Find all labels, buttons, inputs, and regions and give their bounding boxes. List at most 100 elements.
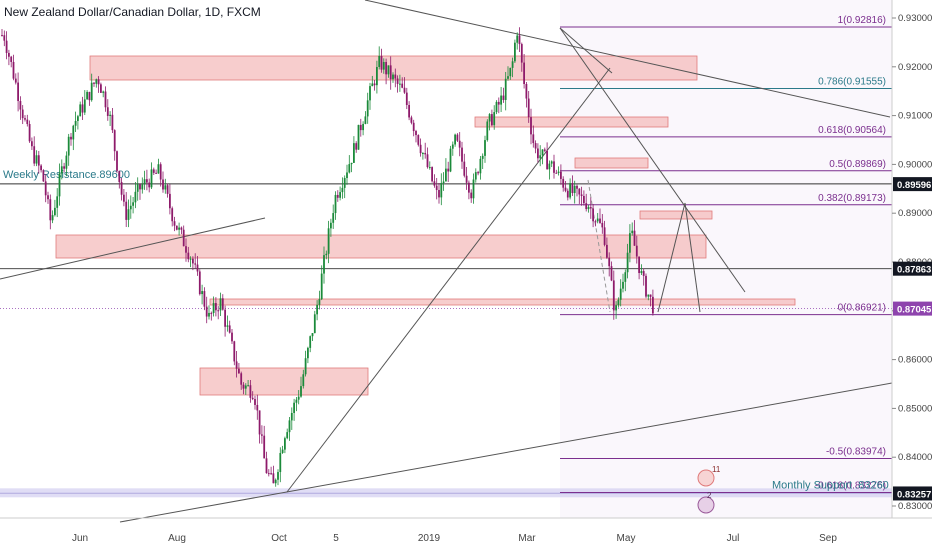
price-tick-label: 0.85000 bbox=[898, 403, 932, 414]
fib-level-label: 0(0.86921) bbox=[838, 303, 886, 314]
candle-body bbox=[569, 183, 571, 198]
candle-body bbox=[470, 192, 473, 199]
fib-region-shade bbox=[560, 0, 892, 518]
candle-body bbox=[493, 112, 496, 126]
candle-body bbox=[17, 82, 19, 102]
candle-body bbox=[240, 373, 243, 385]
candle-body bbox=[523, 62, 525, 84]
candle-body bbox=[109, 114, 111, 116]
candle-body bbox=[102, 91, 105, 93]
candle-body bbox=[258, 410, 261, 435]
candle-body bbox=[631, 230, 634, 234]
event-marker[interactable] bbox=[697, 496, 715, 514]
candle-body bbox=[525, 83, 528, 99]
candle-body bbox=[514, 42, 516, 62]
supply-demand-zone bbox=[474, 116, 669, 128]
candle-body bbox=[399, 83, 401, 85]
fib-level-label: 1(0.92816) bbox=[838, 15, 886, 26]
candle-body bbox=[438, 190, 440, 198]
fib-level-label: -0.5(0.83974) bbox=[826, 446, 886, 457]
candle-body bbox=[509, 67, 512, 77]
candle-body bbox=[364, 116, 367, 124]
candle-body bbox=[88, 91, 91, 101]
candle-body bbox=[378, 55, 381, 67]
candle-body bbox=[433, 181, 436, 186]
candle-body bbox=[224, 309, 226, 327]
candle-body bbox=[596, 218, 599, 222]
candle-body bbox=[49, 199, 52, 221]
candle-body bbox=[488, 114, 491, 122]
candle-body bbox=[481, 155, 484, 159]
time-tick-label: Jun bbox=[72, 533, 88, 544]
candle-body bbox=[350, 162, 353, 165]
candle-body bbox=[456, 134, 459, 141]
candle-body bbox=[555, 172, 558, 174]
candle-body bbox=[290, 412, 293, 421]
candle-body bbox=[532, 134, 535, 144]
fib-level-label: 0.5(0.89869) bbox=[829, 159, 886, 170]
trend-line bbox=[559, 27, 613, 74]
candle-body bbox=[212, 303, 215, 313]
candle-body bbox=[410, 117, 413, 123]
candle-body bbox=[401, 83, 404, 88]
candle-body bbox=[300, 386, 302, 397]
candle-body bbox=[336, 194, 339, 198]
candle-body bbox=[279, 452, 282, 473]
candle-body bbox=[415, 131, 417, 136]
price-tick-label: 0.89000 bbox=[898, 208, 932, 219]
candle-body bbox=[318, 299, 321, 305]
candle-body bbox=[355, 143, 358, 150]
candle-body bbox=[543, 149, 546, 151]
candle-body bbox=[93, 82, 95, 84]
candle-body bbox=[320, 273, 323, 300]
candle-body bbox=[182, 229, 185, 247]
candle-body bbox=[72, 125, 75, 140]
candle-body bbox=[537, 148, 539, 159]
candle-body bbox=[86, 91, 88, 100]
time-tick-label: May bbox=[617, 533, 636, 544]
candle-body bbox=[601, 222, 604, 228]
candle-body bbox=[238, 368, 240, 374]
candle-body bbox=[19, 101, 22, 110]
candle-body bbox=[265, 458, 268, 474]
price-tag-label: 0.87045 bbox=[897, 305, 932, 316]
candle-body bbox=[564, 187, 567, 191]
candle-body bbox=[624, 272, 627, 282]
candle-body bbox=[196, 264, 199, 272]
candle-body bbox=[284, 438, 286, 450]
candle-body bbox=[606, 244, 608, 258]
candle-body bbox=[642, 271, 645, 276]
candle-body bbox=[385, 61, 387, 75]
candle-body bbox=[428, 167, 431, 169]
candle-body bbox=[417, 135, 420, 145]
candle-body bbox=[424, 153, 427, 155]
candle-body bbox=[293, 402, 295, 413]
candle-body bbox=[311, 333, 314, 337]
trend-line bbox=[559, 27, 746, 293]
candle-body bbox=[47, 195, 49, 200]
candle-body bbox=[171, 208, 174, 222]
candle-body bbox=[346, 172, 348, 179]
candle-body bbox=[307, 347, 309, 359]
candle-body bbox=[302, 374, 305, 387]
candle-body bbox=[635, 245, 638, 257]
candle-body bbox=[21, 109, 24, 119]
fib-level-label: 0.618(0.90564) bbox=[818, 125, 886, 136]
event-marker[interactable] bbox=[697, 469, 715, 487]
candle-body bbox=[629, 233, 631, 253]
price-tag-label: 0.83257 bbox=[897, 489, 931, 500]
candle-body bbox=[164, 185, 167, 190]
candle-body bbox=[116, 151, 118, 171]
candle-body bbox=[362, 123, 364, 131]
candle-body bbox=[445, 168, 447, 182]
fib-level-label: 0.786(0.91555) bbox=[818, 77, 886, 88]
candle-body bbox=[120, 182, 123, 195]
candle-body bbox=[369, 86, 371, 101]
candle-body bbox=[426, 154, 429, 168]
candle-body bbox=[242, 384, 245, 389]
candle-body bbox=[583, 195, 585, 204]
candle-body bbox=[500, 95, 502, 105]
candle-body bbox=[504, 78, 507, 100]
candle-body bbox=[100, 84, 102, 93]
